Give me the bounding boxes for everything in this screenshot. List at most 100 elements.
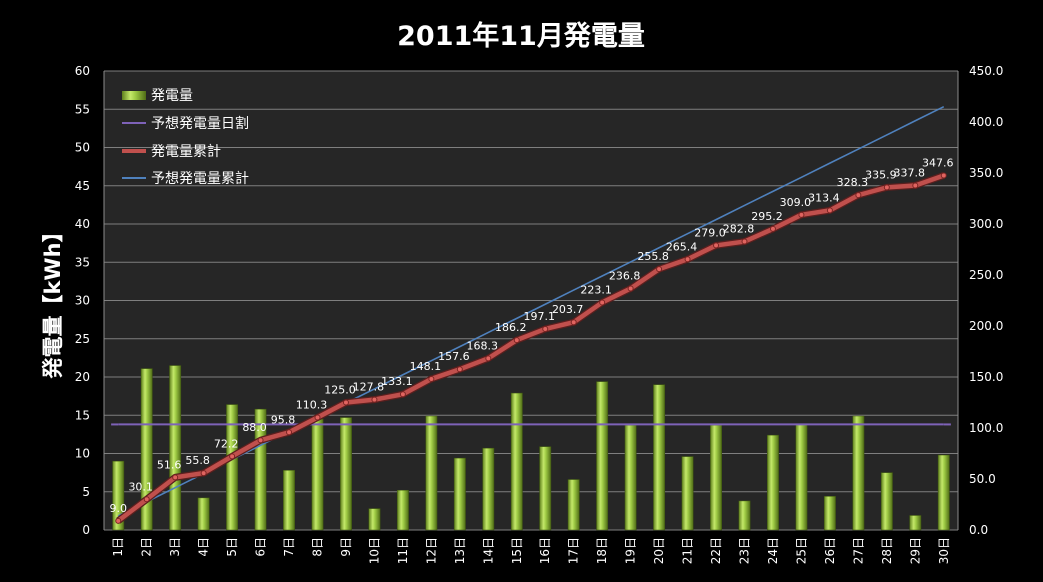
y-tick-label: 50 bbox=[75, 141, 90, 155]
cumulative-point-20日 bbox=[656, 266, 663, 273]
data-label-14日: 168.3 bbox=[467, 339, 499, 352]
cumulative-point-13日 bbox=[456, 366, 463, 373]
y-tick-label: 60 bbox=[75, 64, 90, 78]
cumulative-point-17日 bbox=[570, 319, 577, 326]
cumulative-point-3日 bbox=[172, 474, 179, 481]
x-tick-label: 23日 bbox=[738, 537, 752, 564]
data-label-28日: 335.9 bbox=[865, 168, 897, 181]
bar-19日 bbox=[624, 424, 637, 531]
data-label-4日: 55.8 bbox=[185, 454, 210, 467]
data-label-27日: 328.3 bbox=[837, 176, 869, 189]
bar-3日 bbox=[169, 365, 182, 531]
gridlines bbox=[103, 70, 959, 531]
legend-label-cumulative: 発電量累計 bbox=[151, 144, 221, 160]
y2-tick-label: 200.0 bbox=[969, 319, 1003, 333]
line-forecast-cumulative bbox=[117, 105, 945, 517]
bar-8日 bbox=[311, 418, 324, 531]
x-tick-label: 4日 bbox=[197, 537, 211, 557]
cumulative-point-26日 bbox=[826, 207, 833, 214]
bar-7日 bbox=[283, 470, 295, 531]
bar-26日 bbox=[823, 496, 836, 531]
x-tick-label: 10日 bbox=[367, 537, 381, 564]
bar-17日 bbox=[567, 479, 580, 531]
y-tick-label: 15 bbox=[75, 408, 90, 422]
data-label-25日: 309.0 bbox=[780, 196, 812, 209]
y2-tick-label: 300.0 bbox=[969, 217, 1003, 231]
y2-tick-label: 400.0 bbox=[969, 115, 1003, 129]
cumulative-point-4日 bbox=[200, 470, 207, 477]
cumulative-point-12日 bbox=[428, 375, 435, 382]
bar-13日 bbox=[453, 457, 466, 531]
data-label-6日: 88.0 bbox=[242, 421, 267, 434]
x-tick-label: 20日 bbox=[652, 537, 666, 564]
data-label-1日: 9.0 bbox=[109, 502, 127, 515]
cumulative-point-16日 bbox=[542, 325, 549, 332]
data-label-26日: 313.4 bbox=[808, 191, 840, 204]
bar-23日 bbox=[738, 500, 751, 531]
y2-tick-label: 150.0 bbox=[969, 370, 1003, 384]
data-label-10日: 127.8 bbox=[353, 381, 385, 394]
data-label-7日: 95.8 bbox=[271, 413, 296, 426]
data-label-12日: 148.1 bbox=[410, 360, 442, 373]
legend-item-daily-forecast: 予想発電量日割 bbox=[122, 115, 249, 132]
legend-item-cumulative: 発電量累計 bbox=[122, 144, 221, 160]
cumulative-point-23日 bbox=[741, 238, 748, 245]
data-label-20日: 255.8 bbox=[637, 250, 669, 263]
chart-title: 2011年11月発電量 bbox=[397, 20, 645, 52]
bar-30日 bbox=[937, 454, 950, 531]
y2-axis-ticks: 0.0 50.0 100.0 150.0 200.0 250.0 300.0 350.0 400… bbox=[969, 64, 1003, 537]
x-tick-label: 15日 bbox=[510, 537, 524, 564]
x-tick-label: 25日 bbox=[794, 537, 808, 564]
cumulative-point-1日 bbox=[115, 517, 122, 524]
x-tick-label: 12日 bbox=[424, 537, 438, 564]
cumulative-point-24日 bbox=[769, 225, 776, 232]
x-tick-label: 26日 bbox=[823, 537, 837, 564]
x-tick-label: 11日 bbox=[396, 537, 410, 564]
x-tick-label: 5日 bbox=[225, 537, 239, 557]
x-tick-label: 13日 bbox=[453, 537, 467, 564]
data-label-24日: 295.2 bbox=[751, 210, 783, 223]
y2-tick-label: 0.0 bbox=[969, 523, 988, 537]
bar-5日 bbox=[226, 404, 239, 531]
bar-2日 bbox=[140, 368, 153, 531]
bar-6日 bbox=[254, 408, 267, 531]
cumulative-point-27日 bbox=[855, 192, 862, 199]
y2-tick-label: 250.0 bbox=[969, 268, 1003, 282]
cumulative-point-7日 bbox=[286, 429, 293, 436]
legend-label-daily-forecast: 予想発電量日割 bbox=[151, 115, 249, 132]
bar-20日 bbox=[653, 384, 666, 531]
y2-tick-label: 450.0 bbox=[969, 64, 1003, 78]
bar-14日 bbox=[482, 447, 495, 531]
cumulative-point-10日 bbox=[371, 396, 378, 403]
bar-22日 bbox=[710, 424, 722, 531]
bar-9日 bbox=[340, 417, 352, 531]
x-tick-label: 29日 bbox=[908, 537, 922, 564]
x-tick-label: 2日 bbox=[140, 537, 154, 557]
bar-16日 bbox=[539, 446, 552, 531]
cumulative-point-9日 bbox=[342, 399, 349, 406]
x-tick-label: 1日 bbox=[111, 537, 125, 557]
cumulative-point-18日 bbox=[599, 299, 606, 306]
data-label-9日: 125.0 bbox=[324, 384, 356, 397]
y-axis-label: 発電量【kWh】 bbox=[41, 221, 65, 379]
x-tick-label: 17日 bbox=[567, 537, 581, 564]
data-label-2日: 30.1 bbox=[128, 480, 153, 493]
x-tick-label: 28日 bbox=[880, 537, 894, 564]
legend-item-bar: 発電量 bbox=[122, 88, 193, 104]
x-axis-ticks: 1日 2日 3日 4日 5日 6日 7日 8日 9日 10日 11日 12日 13日 14日 15日 16日 1… bbox=[111, 537, 951, 564]
y-tick-label: 25 bbox=[75, 332, 90, 346]
y-tick-label: 30 bbox=[75, 294, 90, 308]
bar-24日 bbox=[767, 434, 779, 531]
x-tick-label: 24日 bbox=[766, 537, 780, 564]
data-label-15日: 186.2 bbox=[495, 321, 527, 334]
legend-item-forecast-cumulative: 予想発電量累計 bbox=[122, 171, 249, 187]
bar-18日 bbox=[596, 381, 609, 531]
cumulative-point-21日 bbox=[684, 256, 691, 263]
x-tick-label: 3日 bbox=[168, 537, 182, 557]
bar-1日 bbox=[112, 460, 125, 531]
cumulative-point-29日 bbox=[912, 182, 919, 189]
data-label-21日: 265.4 bbox=[666, 240, 698, 253]
y-tick-label: 5 bbox=[82, 485, 90, 499]
y-tick-label: 55 bbox=[75, 102, 90, 116]
